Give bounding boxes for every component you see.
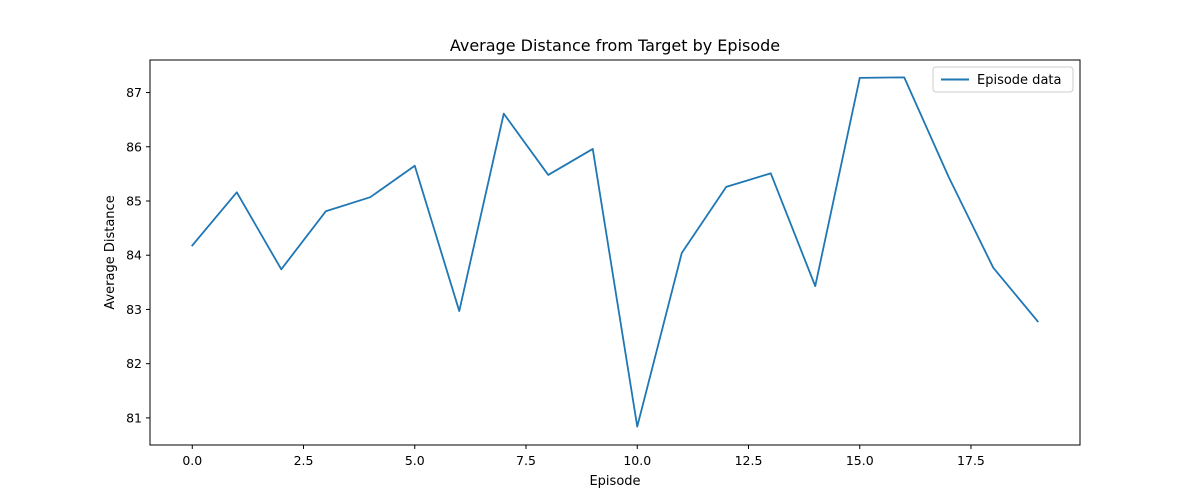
plot-area [150,60,1080,445]
legend-box [932,66,1074,93]
legend: Episode data [932,66,1074,93]
x-tick-label: 17.5 [957,453,985,468]
x-axis-ticks: 0.0 2.5 5.0 7.5 10.0 12.5 15.0 17.5 [182,445,985,468]
x-tick-label: 5.0 [405,453,425,468]
y-axis-label: Average Distance [103,195,118,309]
chart-title: Average Distance from Target by Episode [450,36,780,55]
x-tick-label: 7.5 [516,453,536,468]
y-tick-label: 83 [126,302,142,317]
x-tick-label: 10.0 [623,453,651,468]
series-line [191,76,1039,428]
y-tick-label: 81 [126,410,142,425]
legend-label: Episode data [977,73,1061,88]
y-axis-ticks: 81 82 83 84 85 86 87 [126,85,150,425]
y-tick-label: 86 [126,139,142,154]
y-tick-label: 85 [126,193,142,208]
series-group [191,76,1039,428]
plot-frame [149,59,1081,446]
y-tick-label: 82 [126,356,142,371]
x-tick-label: 0.0 [182,453,202,468]
y-tick-label: 84 [126,248,142,263]
x-tick-label: 2.5 [294,453,314,468]
y-tick-label: 87 [126,85,142,100]
x-axis-label: Episode [589,474,640,489]
x-tick-label: 15.0 [846,453,874,468]
x-tick-label: 12.5 [735,453,763,468]
